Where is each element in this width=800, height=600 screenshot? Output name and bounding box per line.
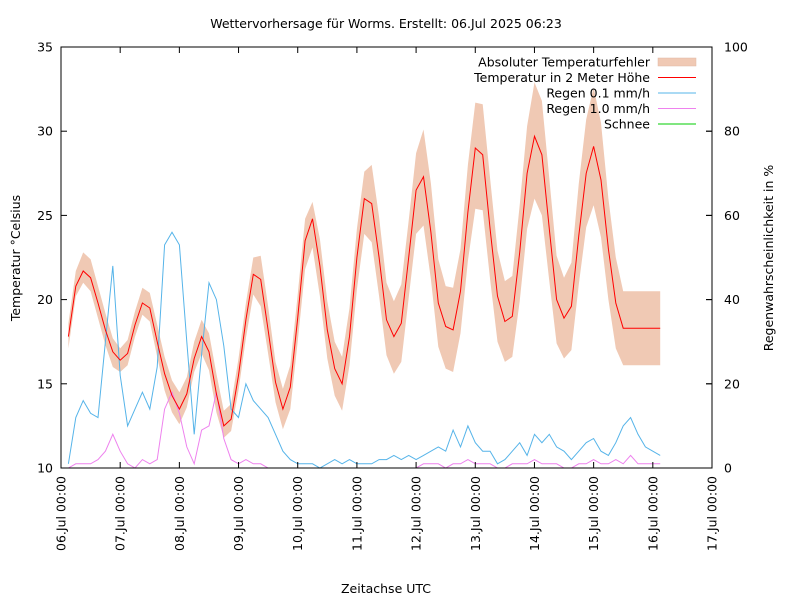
legend-label-error: Absoluter Temperaturfehler: [478, 55, 651, 70]
y2-tick-label: 0: [724, 461, 732, 476]
x-tick-label: 11.Jul 00:00: [349, 476, 364, 551]
legend-swatch-error: [657, 57, 697, 67]
temperature-line: [67, 134, 661, 427]
legend-label-rain10: Regen 1.0 mm/h: [546, 101, 650, 116]
y2-tick-label: 40: [724, 292, 740, 307]
y-tick-label: 25: [37, 208, 53, 223]
x-axis-label: Zeitachse UTC: [341, 581, 431, 596]
x-tick-label: 14.Jul 00:00: [527, 476, 542, 551]
y-tick-label: 35: [37, 40, 53, 55]
x-tick-label: 12.Jul 00:00: [409, 476, 424, 551]
y-axis-label: Temperatur °Celsius: [8, 195, 23, 322]
x-tick-label: 07.Jul 00:00: [113, 476, 128, 551]
legend-label-snow: Schnee: [604, 117, 650, 132]
x-tick-label: 06.Jul 00:00: [54, 476, 69, 551]
chart-title: Wettervorhersage für Worms. Erstellt: 06…: [210, 16, 562, 31]
x-tick-label: 17.Jul 00:00: [705, 476, 720, 551]
y-tick-label: 20: [37, 292, 53, 307]
y-axis-right: 0 20 40 60 80 100: [706, 40, 748, 476]
plot-frame: [60, 46, 713, 469]
y-tick-label: 10: [37, 461, 53, 476]
x-tick-label: 08.Jul 00:00: [172, 476, 187, 551]
x-tick-label: 16.Jul 00:00: [645, 476, 660, 551]
y2-axis-label: Regenwahrscheinlichkeit in %: [761, 165, 776, 352]
x-tick-label: 15.Jul 00:00: [586, 476, 601, 551]
x-axis: 06.Jul 00:00 07.Jul 00:00 08.Jul 00:00 09.J…: [54, 47, 720, 551]
x-tick-label: 13.Jul 00:00: [468, 476, 483, 551]
legend-label-temp: Temperatur in 2 Meter Höhe: [473, 70, 650, 85]
x-tick-label: 10.Jul 00:00: [290, 476, 305, 551]
y2-tick-label: 60: [724, 208, 740, 223]
rain-1mm-line: [68, 390, 661, 469]
y2-tick-label: 100: [724, 40, 748, 55]
x-tick-label: 09.Jul 00:00: [231, 476, 246, 551]
temperature-error-band: [68, 82, 661, 438]
y2-tick-label: 20: [724, 376, 740, 391]
rain-01mm-line: [67, 231, 661, 469]
y-tick-label: 30: [37, 124, 53, 139]
legend-label-rain01: Regen 0.1 mm/h: [546, 86, 650, 101]
y2-tick-label: 80: [724, 124, 740, 139]
plot-area: [67, 82, 661, 469]
y-tick-label: 15: [37, 376, 53, 391]
